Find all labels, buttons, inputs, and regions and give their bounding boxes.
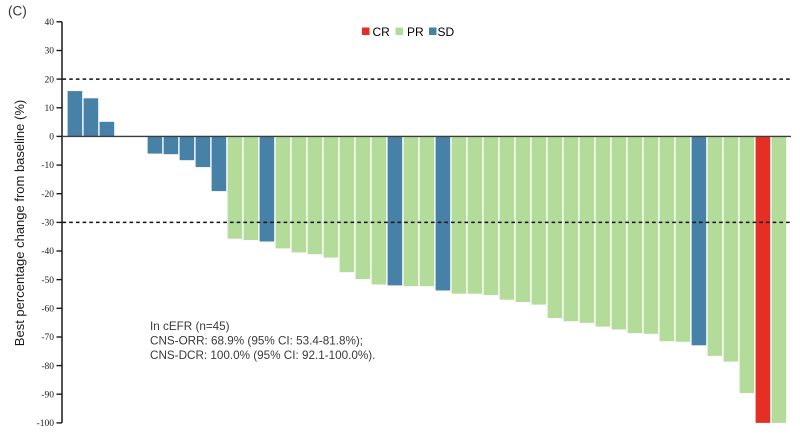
svg-text:(C): (C)	[8, 4, 27, 19]
svg-text:-30: -30	[41, 219, 54, 229]
svg-text:-80: -80	[41, 362, 54, 372]
svg-text:-20: -20	[41, 190, 54, 200]
svg-text:40: 40	[45, 18, 55, 28]
svg-text:CNS-ORR: 68.9% (95% CI: 53.4-8: CNS-ORR: 68.9% (95% CI: 53.4-81.8%);	[150, 335, 363, 348]
svg-text:-40: -40	[41, 247, 54, 257]
svg-text:SD: SD	[438, 25, 455, 39]
svg-text:-100: -100	[37, 419, 55, 429]
svg-text:CR: CR	[373, 25, 391, 39]
svg-text:Best percentage change from ba: Best percentage change from baseline (%)	[12, 100, 27, 346]
svg-text:-10: -10	[41, 161, 54, 171]
svg-text:-90: -90	[41, 390, 54, 400]
svg-text:-50: -50	[41, 276, 54, 286]
svg-text:20: 20	[45, 75, 55, 85]
svg-text:CNS-DCR: 100.0% (95% CI: 92.1-: CNS-DCR: 100.0% (95% CI: 92.1-100.0%).	[150, 349, 375, 362]
svg-text:10: 10	[45, 104, 55, 114]
svg-text:-70: -70	[41, 333, 54, 343]
svg-text:30: 30	[45, 47, 55, 57]
svg-text:In cEFR (n=45): In cEFR (n=45)	[150, 320, 230, 333]
svg-text:-60: -60	[41, 305, 54, 315]
svg-text:PR: PR	[407, 25, 424, 39]
svg-text:0: 0	[49, 133, 54, 143]
